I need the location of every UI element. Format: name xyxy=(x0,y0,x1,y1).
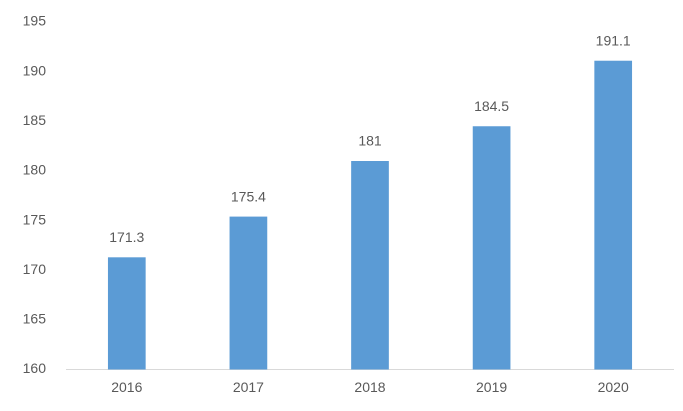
data-label: 184.5 xyxy=(474,98,509,114)
x-tick-label: 2016 xyxy=(111,379,142,395)
y-tick-label: 165 xyxy=(23,311,47,327)
y-tick-label: 170 xyxy=(23,261,47,277)
y-tick-label: 195 xyxy=(23,13,47,29)
y-tick-label: 190 xyxy=(23,62,47,78)
bar xyxy=(351,161,389,370)
x-tick-label: 2017 xyxy=(233,379,264,395)
bar xyxy=(229,216,268,370)
x-tick-label: 2018 xyxy=(354,379,385,395)
bar xyxy=(107,257,146,370)
x-tick-label: 2020 xyxy=(598,379,629,395)
y-tick-label: 185 xyxy=(23,112,47,128)
data-label: 191.1 xyxy=(596,32,631,48)
y-tick-label: 180 xyxy=(23,162,47,178)
y-tick-label: 160 xyxy=(23,360,47,376)
bar xyxy=(472,126,511,370)
data-label: 181 xyxy=(358,133,382,149)
x-tick-label: 2019 xyxy=(476,379,507,395)
y-tick-label: 175 xyxy=(23,211,47,227)
data-label: 171.3 xyxy=(109,229,144,245)
bar xyxy=(594,60,633,370)
data-label: 175.4 xyxy=(231,188,266,204)
